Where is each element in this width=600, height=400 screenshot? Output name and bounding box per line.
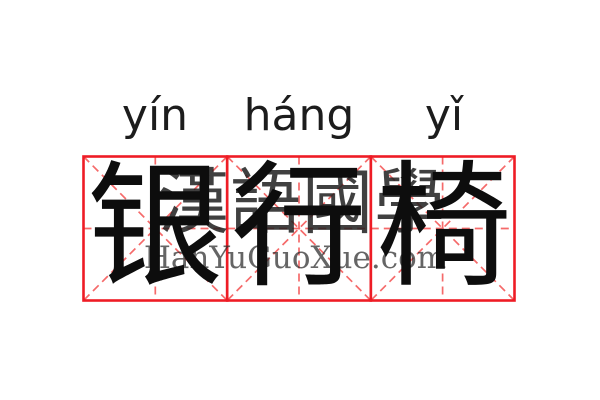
watermark-site-text: HanYuGuoXue.com [143,240,447,276]
pinyin-label-3: yǐ [424,90,464,141]
hanzi-character-2: 行 [231,149,367,307]
pinyin-label-2: háng [243,90,355,141]
grid-guide-lines [82,155,516,302]
practice-grid [82,155,516,302]
grid-cell-borders [82,155,516,302]
hanzi-character-3: 椅 [376,149,512,307]
pinyin-label-1: yín [121,90,189,141]
hanzi-character-1: 银 [87,149,223,307]
watermark-cjk-text: 漢語國學 [157,161,447,244]
